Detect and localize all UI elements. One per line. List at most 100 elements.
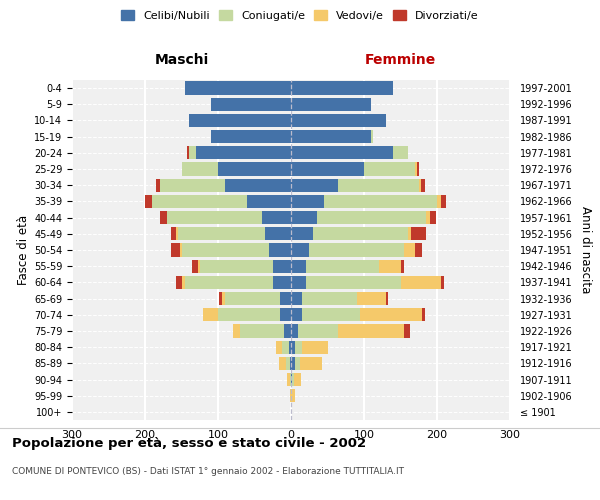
Bar — [275, 340, 281, 354]
Y-axis label: Anni di nascita: Anni di nascita — [579, 206, 592, 294]
Bar — [197, 260, 200, 273]
Bar — [152, 195, 247, 208]
Bar — [291, 356, 295, 370]
Bar — [419, 178, 421, 192]
Bar — [287, 373, 290, 386]
Bar — [182, 244, 269, 256]
Bar — [294, 373, 301, 386]
Bar — [187, 146, 189, 160]
Bar — [265, 227, 291, 240]
Bar — [408, 227, 412, 240]
Bar — [361, 308, 422, 322]
Bar — [401, 276, 440, 289]
Bar — [317, 211, 426, 224]
Text: Femmine: Femmine — [365, 53, 436, 67]
Bar — [280, 292, 291, 305]
Bar — [291, 292, 302, 305]
Bar — [160, 211, 167, 224]
Bar — [291, 114, 386, 127]
Bar — [269, 244, 291, 256]
Bar — [291, 178, 338, 192]
Bar — [291, 98, 371, 111]
Bar — [291, 260, 305, 273]
Bar — [437, 195, 440, 208]
Bar — [305, 276, 401, 289]
Bar — [291, 82, 393, 94]
Bar — [426, 211, 430, 224]
Bar — [295, 340, 302, 354]
Bar — [192, 260, 197, 273]
Bar — [302, 340, 328, 354]
Bar — [291, 162, 364, 175]
Bar — [211, 130, 291, 143]
Bar — [302, 292, 356, 305]
Bar — [291, 389, 295, 402]
Bar — [220, 292, 221, 305]
Bar — [284, 324, 291, 338]
Bar — [176, 227, 178, 240]
Bar — [226, 292, 280, 305]
Bar — [160, 178, 226, 192]
Bar — [415, 244, 422, 256]
Bar — [291, 211, 317, 224]
Bar — [218, 308, 280, 322]
Bar — [412, 227, 426, 240]
Bar — [301, 356, 322, 370]
Bar — [185, 82, 291, 94]
Bar — [364, 162, 415, 175]
Bar — [221, 292, 226, 305]
Bar — [290, 389, 291, 402]
Bar — [440, 195, 446, 208]
Bar — [182, 162, 218, 175]
Bar — [176, 276, 182, 289]
Bar — [273, 260, 291, 273]
Bar — [156, 178, 160, 192]
Bar — [338, 178, 419, 192]
Bar — [233, 324, 240, 338]
Bar — [167, 211, 262, 224]
Bar — [430, 211, 436, 224]
Bar — [305, 260, 379, 273]
Bar — [290, 373, 291, 386]
Bar — [281, 340, 289, 354]
Bar — [211, 98, 291, 111]
Bar — [280, 308, 291, 322]
Bar — [145, 195, 152, 208]
Bar — [178, 227, 265, 240]
Bar — [196, 146, 291, 160]
Bar — [291, 146, 393, 160]
Bar — [291, 308, 302, 322]
Bar — [218, 162, 291, 175]
Bar — [291, 130, 371, 143]
Bar — [291, 227, 313, 240]
Bar — [292, 373, 294, 386]
Bar — [298, 324, 338, 338]
Bar — [291, 340, 295, 354]
Bar — [226, 178, 291, 192]
Bar — [291, 373, 292, 386]
Bar — [417, 162, 419, 175]
Bar — [421, 178, 425, 192]
Bar — [286, 356, 290, 370]
Bar — [415, 162, 417, 175]
Bar — [262, 211, 291, 224]
Bar — [278, 356, 286, 370]
Bar — [295, 356, 301, 370]
Bar — [240, 324, 284, 338]
Bar — [302, 308, 361, 322]
Bar — [404, 244, 415, 256]
Bar — [189, 114, 291, 127]
Bar — [291, 276, 305, 289]
Legend: Celibi/Nubili, Coniugati/e, Vedovi/e, Divorziati/e: Celibi/Nubili, Coniugati/e, Vedovi/e, Di… — [119, 8, 481, 23]
Bar — [404, 324, 410, 338]
Bar — [313, 227, 408, 240]
Bar — [379, 260, 401, 273]
Bar — [273, 276, 291, 289]
Bar — [386, 292, 388, 305]
Bar — [181, 276, 185, 289]
Bar — [171, 244, 180, 256]
Bar — [289, 340, 291, 354]
Bar — [247, 195, 291, 208]
Bar — [291, 195, 324, 208]
Bar — [393, 146, 408, 160]
